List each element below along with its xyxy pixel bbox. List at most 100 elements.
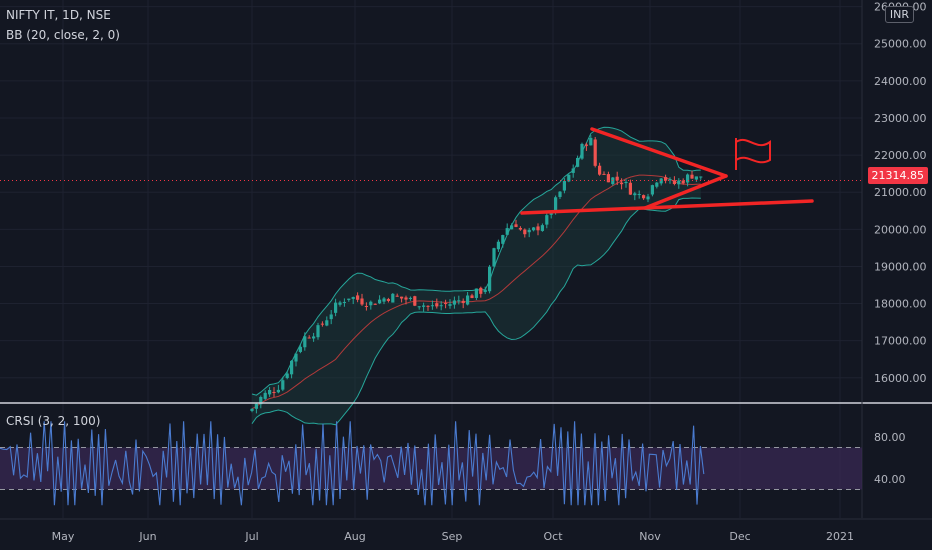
crsi-axis-label: 80.00 (874, 431, 906, 444)
candle-body (602, 173, 606, 175)
crsi-axis-label: 40.00 (874, 473, 906, 486)
candle-body (598, 165, 602, 175)
candle-body (606, 174, 610, 183)
candle-body (479, 287, 483, 294)
crsi-line (0, 421, 705, 506)
candle-body (646, 196, 650, 200)
candle-body (510, 225, 514, 230)
candle-body (325, 320, 329, 326)
candle-body (571, 168, 575, 173)
candle-body (360, 298, 364, 305)
candle-body (285, 373, 289, 379)
candle-body (439, 305, 443, 307)
candle-body (642, 195, 646, 199)
candle-body (342, 301, 346, 303)
candle-body (303, 336, 307, 348)
time-axis-label: Oct (543, 530, 563, 543)
candle-body (501, 235, 505, 244)
candle-body (316, 325, 320, 338)
candle-body (382, 298, 386, 302)
candle-body (593, 139, 597, 166)
price-axis-label: 24000.00 (874, 75, 927, 88)
time-axis-label: Jun (138, 530, 156, 543)
crsi-legend[interactable]: CRSI (3, 2, 100) (6, 414, 101, 428)
time-axis-label: May (52, 530, 75, 543)
bb-lower-line (251, 197, 701, 426)
price-axis-label: 25000.00 (874, 38, 927, 51)
candle-body (650, 185, 654, 195)
price-axis-label: 17000.00 (874, 335, 927, 348)
bb-basis-line (251, 174, 701, 410)
candle-body (554, 197, 558, 213)
candle-body (655, 182, 659, 187)
candle-body (320, 323, 324, 325)
candle-body (373, 303, 377, 305)
candle-body (664, 177, 668, 181)
candle-body (681, 180, 685, 184)
candle-body (272, 392, 276, 394)
candle-body (250, 408, 254, 411)
candle-body (488, 266, 492, 292)
candle-body (576, 157, 580, 167)
symbol-legend[interactable]: NIFTY IT, 1D, NSE (6, 8, 111, 22)
time-axis-label: 2021 (826, 530, 854, 543)
candle-body (276, 389, 280, 393)
time-axis-label: Dec (729, 530, 750, 543)
price-axis-label: 18000.00 (874, 298, 927, 311)
candle-body (496, 241, 500, 250)
candle-body (580, 143, 584, 159)
candle-body (694, 176, 698, 180)
candle-body (378, 299, 382, 304)
last-price-tag: 21314.85 (867, 167, 928, 184)
candle-body (690, 174, 694, 179)
candle-body (426, 305, 430, 307)
time-axis-label: Jul (244, 530, 258, 543)
price-axis-label: 22000.00 (874, 149, 927, 162)
candle-body (400, 296, 404, 299)
candle-body (307, 337, 311, 339)
flag-icon (735, 138, 771, 170)
candle-body (637, 193, 641, 195)
candle-body (417, 306, 421, 308)
candle-body (338, 302, 342, 305)
candle-body (545, 215, 549, 225)
currency-button[interactable]: INR (884, 6, 914, 23)
candle-body (633, 193, 637, 196)
candle-body (404, 297, 408, 300)
candle-body (422, 305, 426, 307)
candle-body (558, 191, 562, 197)
candle-body (413, 296, 417, 306)
candle-body (589, 137, 593, 146)
candle-body (254, 403, 258, 409)
candle-body (620, 182, 624, 185)
candle-body (523, 229, 527, 235)
bb-legend[interactable]: BB (20, close, 2, 0) (6, 28, 120, 42)
price-axis-label: 16000.00 (874, 372, 927, 385)
candle-body (615, 176, 619, 181)
candle-body (474, 288, 478, 298)
candle-body (290, 360, 294, 375)
price-axis-label: 23000.00 (874, 112, 927, 125)
candle-body (298, 346, 302, 352)
candle-body (518, 227, 522, 230)
candle-body (540, 225, 544, 231)
candle-body (492, 248, 496, 267)
candle-body (369, 301, 373, 306)
candle-body (452, 300, 456, 305)
triangle-upper-line (590, 127, 728, 178)
candle-body (677, 180, 681, 185)
candle-body (268, 389, 272, 395)
candle-body (444, 303, 448, 305)
time-axis-label: Sep (442, 530, 463, 543)
candle-body (294, 353, 298, 362)
time-axis-label: Aug (344, 530, 365, 543)
pattern-annotation (520, 127, 814, 215)
candle-body (334, 302, 338, 313)
candle-body (364, 306, 368, 308)
candle-body (699, 176, 703, 178)
candle-body (668, 179, 672, 181)
candle-body (514, 224, 518, 227)
candle-body (562, 180, 566, 191)
candle-body (584, 144, 588, 146)
